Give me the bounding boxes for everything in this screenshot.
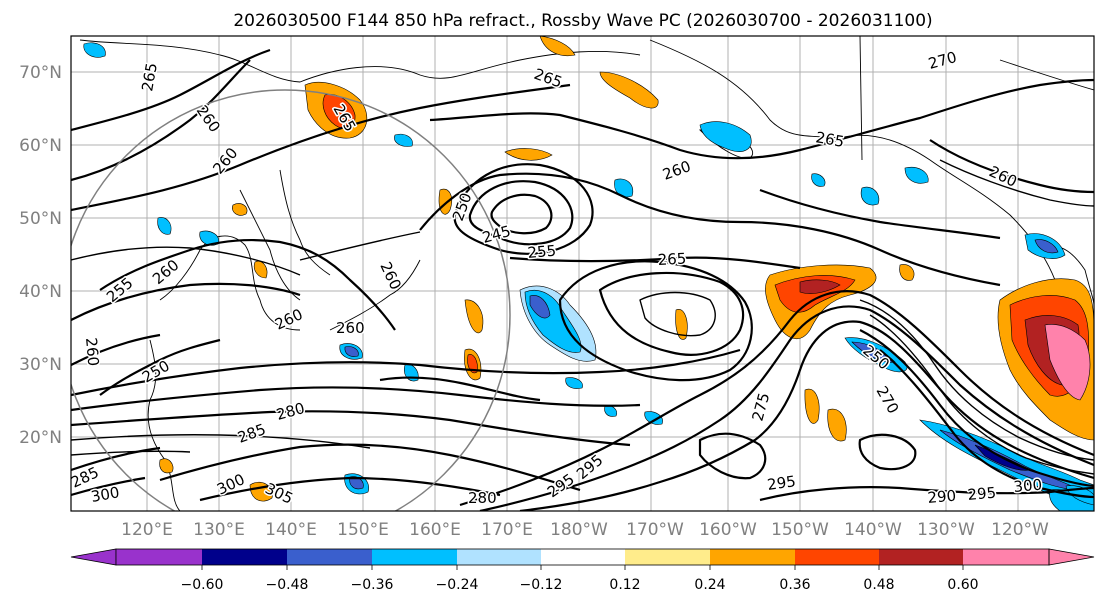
thin-contours xyxy=(71,159,1094,475)
lon-label: 140°W xyxy=(844,520,902,540)
contour-label: 260 xyxy=(336,319,365,337)
colorbar-label: −0.36 xyxy=(351,577,394,593)
contour-label: 265 xyxy=(657,250,687,269)
colorbar-label: 0.36 xyxy=(779,577,810,593)
contour-label: 290 xyxy=(927,487,957,507)
lat-label: 40°N xyxy=(19,282,62,302)
colorbar-segment xyxy=(879,549,963,565)
colorbar-extend-right xyxy=(1048,548,1095,566)
lon-label: 180°W xyxy=(550,520,608,540)
colorbar-extend-left xyxy=(70,548,117,566)
colorbar-label: 0.12 xyxy=(609,577,640,593)
lon-label: 160°E xyxy=(409,520,461,540)
colorbar-label: −0.48 xyxy=(266,577,309,593)
colorbar-segment xyxy=(116,549,202,565)
lon-label: 140°E xyxy=(265,520,317,540)
latitude-labels: 70°N 60°N 50°N 40°N 30°N 20°N xyxy=(19,63,62,448)
lon-label: 160°W xyxy=(699,520,757,540)
map-title: 2026030500 F144 850 hPa refract., Rossby… xyxy=(233,11,932,31)
lon-label: 170°W xyxy=(626,520,684,540)
contour-label: 295 xyxy=(766,472,797,494)
colorbar-label: −0.24 xyxy=(436,577,479,593)
colorbar-segment xyxy=(287,549,372,565)
contours xyxy=(71,48,1094,511)
lon-label: 150°W xyxy=(771,520,829,540)
lon-label: 150°E xyxy=(337,520,389,540)
contour-label: 300 xyxy=(1013,476,1043,496)
colorbar-label: 0.60 xyxy=(947,577,978,593)
colorbar-segment xyxy=(457,549,541,565)
colorbar-segment xyxy=(963,549,1049,565)
colorbar-ticks xyxy=(201,565,964,570)
longitude-labels: 120°E 130°E 140°E 150°E 160°E 170°E 180°… xyxy=(121,520,1049,540)
colorbar-segment xyxy=(202,549,287,565)
lon-label: 130°E xyxy=(193,520,245,540)
colorbar-segment xyxy=(795,549,879,565)
colorbar-label: 0.48 xyxy=(863,577,894,593)
map-panel: 265 260 265 265 270 260 265 260 260 250 … xyxy=(70,35,1095,512)
great-circle-arc xyxy=(71,89,511,511)
lon-label: 120°W xyxy=(991,520,1049,540)
contour-label: 265 xyxy=(814,128,845,151)
map-background xyxy=(71,36,1094,511)
colorbar: −0.60 −0.48 −0.36 −0.24 −0.12 0.12 0.24 … xyxy=(70,548,1095,593)
map-frame xyxy=(70,35,1095,512)
lon-label: 170°E xyxy=(481,520,533,540)
lat-label: 60°N xyxy=(19,136,62,156)
lat-label: 50°N xyxy=(19,209,62,229)
lat-label: 70°N xyxy=(19,63,62,83)
contour-label: 260 xyxy=(82,337,102,367)
graticule xyxy=(71,36,1094,511)
colorbar-segment xyxy=(372,549,457,565)
colorbar-label: −0.12 xyxy=(520,577,563,593)
contour-label: 255 xyxy=(527,242,557,262)
colorbar-segment xyxy=(625,549,710,565)
contour-label: 280 xyxy=(468,489,497,507)
colorbar-label: 0.24 xyxy=(694,577,725,593)
lat-label: 20°N xyxy=(19,428,62,448)
lat-label: 30°N xyxy=(19,355,62,375)
colorbar-segment xyxy=(541,549,625,565)
colorbar-segment xyxy=(710,549,795,565)
colorbar-frame xyxy=(115,548,1050,566)
colorbar-label: −0.60 xyxy=(181,577,224,593)
contour-label: 295 xyxy=(967,484,997,504)
lon-label: 120°E xyxy=(121,520,173,540)
lon-label: 130°W xyxy=(917,520,975,540)
